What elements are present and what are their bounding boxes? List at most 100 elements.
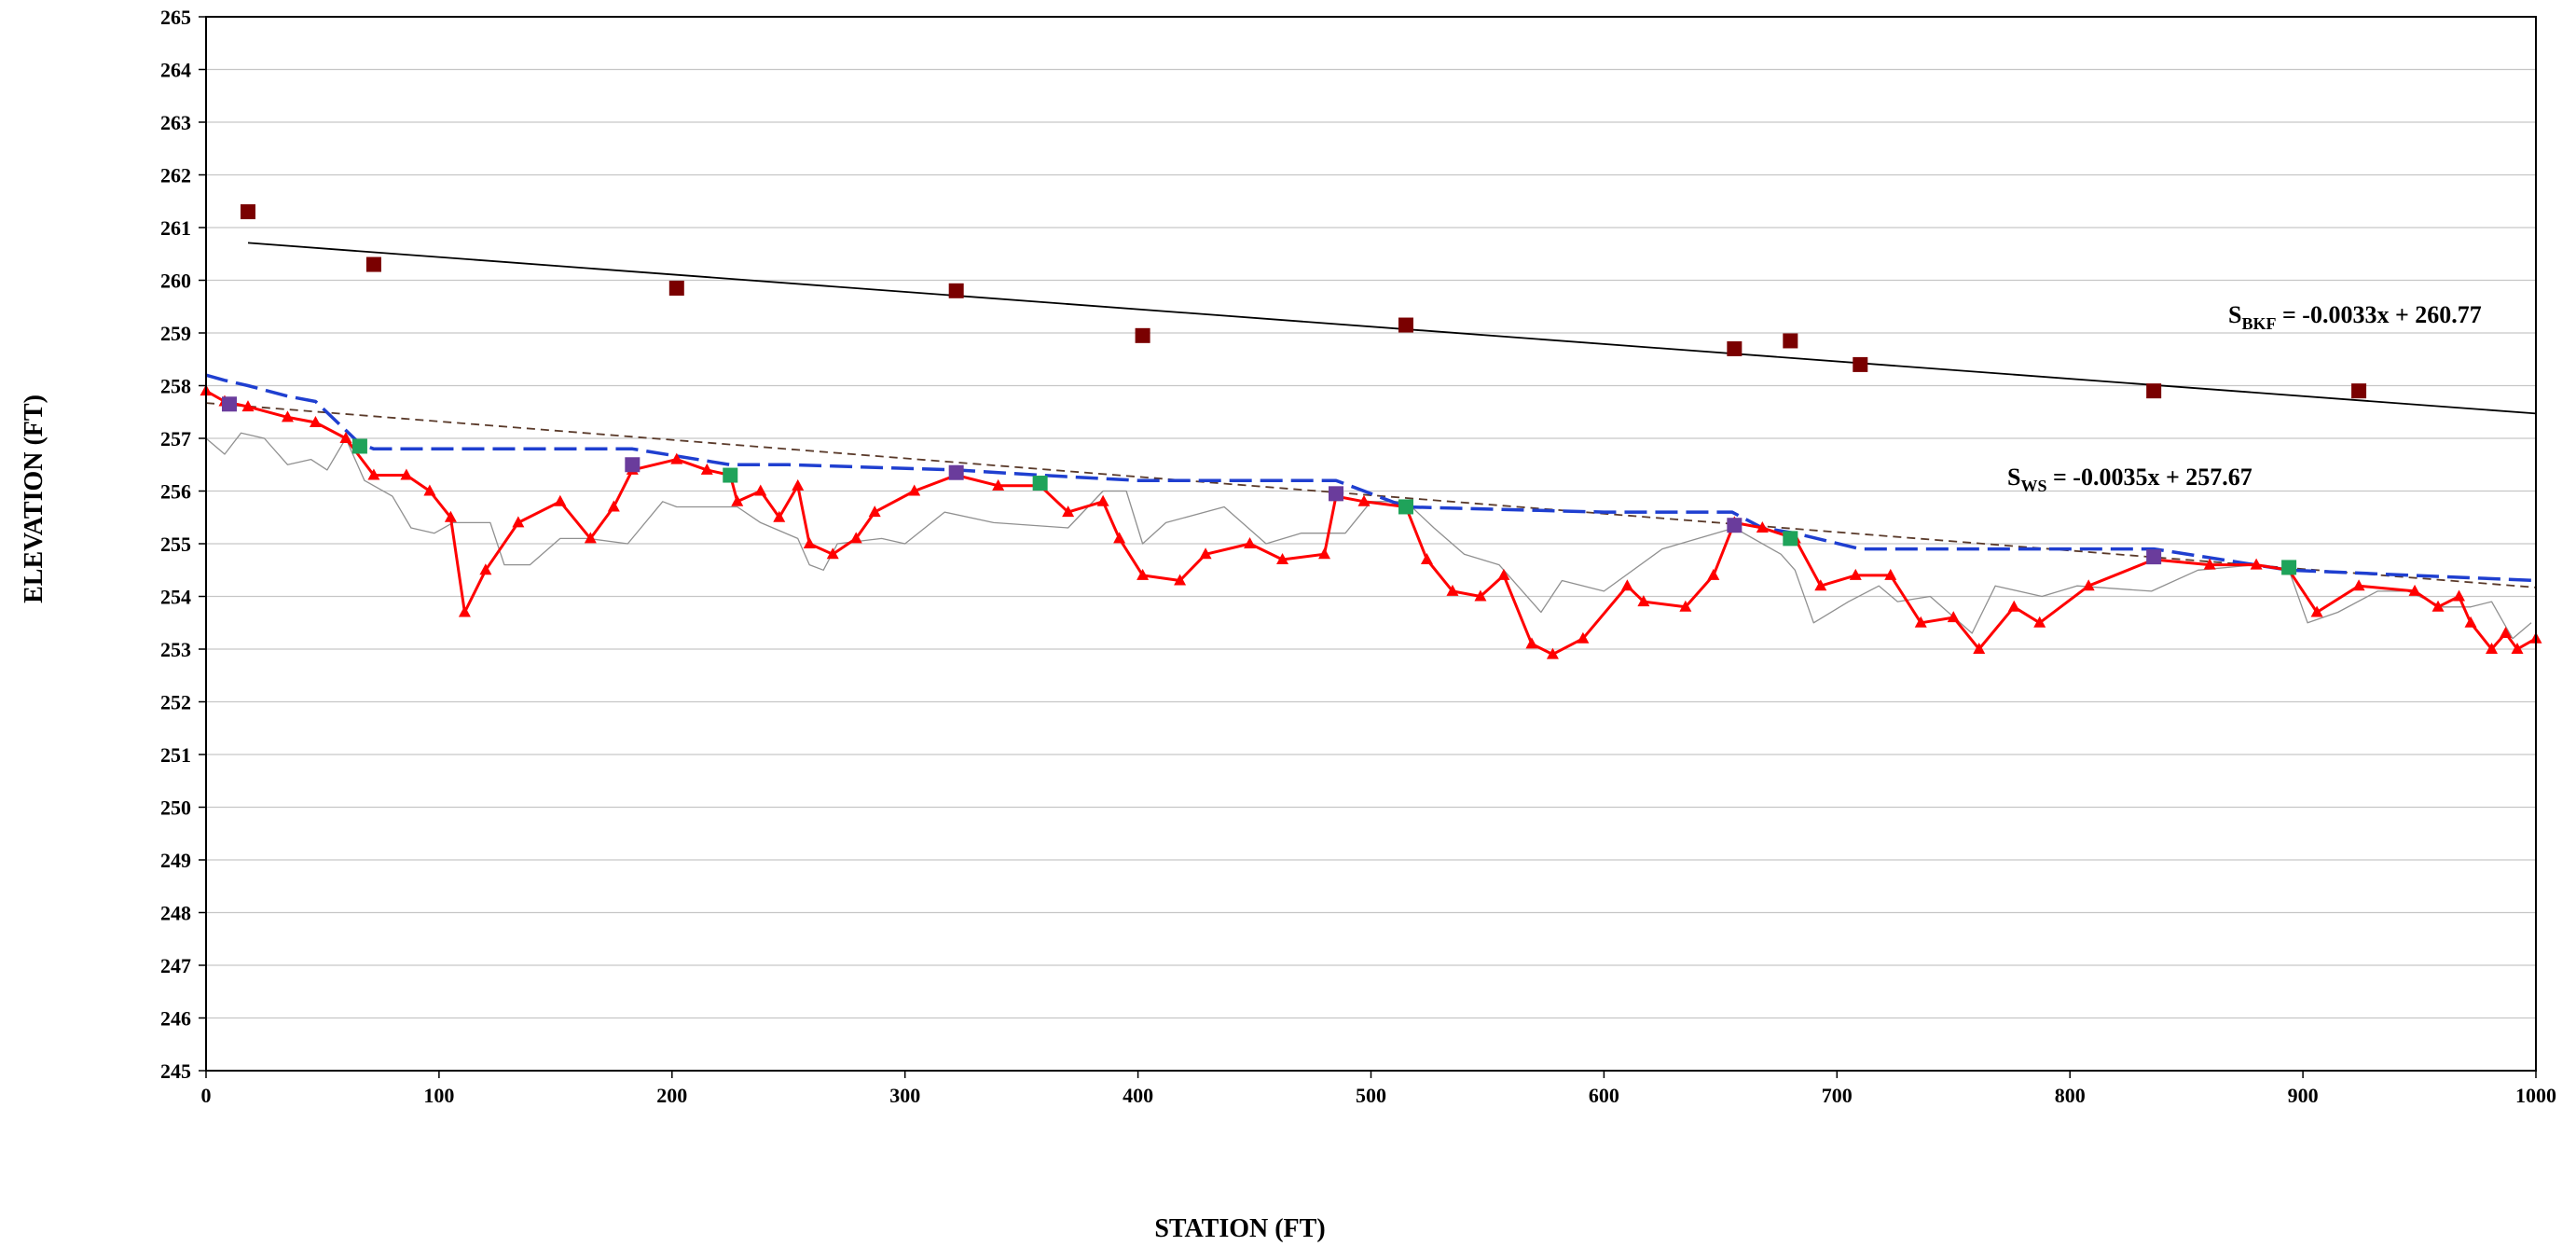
thalweg-point	[1136, 568, 1150, 580]
thalweg-point	[700, 463, 713, 475]
pool-markers-point	[948, 464, 964, 480]
thalweg-point	[1318, 547, 1331, 560]
thalweg-point	[1174, 574, 1187, 586]
ws-equation: SWS = -0.0035x + 257.67	[2007, 464, 2252, 495]
y-tick-label: 246	[160, 1007, 191, 1031]
thalweg-point	[1707, 568, 1720, 580]
bankfull-point	[365, 256, 381, 272]
thalweg-point	[2453, 589, 2466, 602]
y-tick-label: 254	[160, 586, 191, 609]
pool-markers-point	[625, 457, 641, 473]
riffle-markers-point	[723, 467, 738, 483]
thalweg-point	[423, 484, 436, 496]
y-tick-label: 245	[160, 1059, 191, 1083]
thalweg-point	[2203, 558, 2216, 570]
thalweg-point	[2486, 643, 2499, 654]
thalweg-point	[458, 605, 471, 617]
thalweg-point	[1577, 631, 1590, 644]
bkf-equation-subscript: BKF	[2241, 314, 2276, 333]
bankfull-point	[2146, 383, 2162, 399]
y-tick-label: 257	[160, 427, 191, 450]
bankfull-point	[1135, 327, 1150, 343]
x-tick-label: 200	[656, 1084, 687, 1107]
thalweg-point	[2033, 616, 2046, 628]
thalweg-point	[400, 468, 413, 480]
bankfull-point	[1783, 333, 1798, 349]
thalweg-point	[1884, 568, 1897, 580]
thalweg-point	[367, 468, 380, 480]
thalweg-point	[1546, 647, 1559, 659]
x-tick-label: 300	[889, 1084, 920, 1107]
thalweg-point	[1814, 579, 1827, 591]
thalweg-point	[1637, 595, 1650, 607]
thalweg-point	[1244, 537, 1257, 548]
bankfull-point	[2351, 383, 2367, 399]
thalweg-point	[1679, 600, 1692, 612]
ws-equation-subscript: WS	[2020, 477, 2046, 495]
y-tick-label: 259	[160, 322, 191, 345]
thalweg-point	[339, 432, 352, 443]
thalweg-point	[1096, 494, 1109, 506]
thalweg-point	[281, 410, 294, 422]
thalweg-point	[754, 484, 767, 496]
water-surface-line	[205, 373, 2537, 583]
bkf-equation-formula: = -0.0033x + 260.77	[2276, 301, 2481, 328]
thalweg-point	[1420, 552, 1433, 564]
thalweg-point	[908, 484, 921, 496]
thalweg-point	[670, 452, 683, 464]
y-tick-label: 263	[160, 111, 191, 134]
gridlines	[206, 16, 2536, 1072]
bankfull-point	[1853, 356, 1868, 372]
y-tick-label: 249	[160, 849, 191, 872]
thalweg-point	[1199, 547, 1212, 560]
pool-markers-point	[2146, 549, 2162, 565]
pool-markers-point	[221, 396, 237, 412]
bkf-trend-line	[247, 242, 2537, 415]
thalweg-point	[1474, 589, 1487, 602]
bankfull-point	[668, 280, 684, 296]
bkf-equation-base: S	[2228, 301, 2241, 328]
x-tick-label: 500	[1356, 1084, 1386, 1107]
thalweg-point	[731, 494, 744, 506]
bkf-equation: SBKF = -0.0033x + 260.77	[2228, 301, 2482, 333]
x-tick-label: 900	[2288, 1084, 2319, 1107]
thalweg-point	[2310, 605, 2323, 617]
thalweg-point	[1849, 568, 1862, 580]
y-tick-label: 264	[160, 59, 191, 82]
thalweg-point	[241, 400, 255, 412]
x-tick-label: 0	[201, 1084, 212, 1107]
thalweg-point	[992, 478, 1005, 491]
y-axis-title: ELEVATION (FT)	[20, 395, 48, 603]
thalweg-point	[773, 510, 786, 522]
thalweg-point	[2007, 600, 2020, 612]
riffle-markers-point	[1783, 531, 1798, 547]
y-tick-label: 260	[160, 270, 191, 293]
thalweg-point	[1357, 494, 1371, 506]
thalweg-point	[1914, 616, 1927, 628]
bankfull-point	[240, 204, 255, 220]
thalweg-point	[2408, 584, 2421, 596]
x-tick-label: 700	[1822, 1084, 1853, 1107]
thalweg-point	[444, 510, 457, 522]
y-tick-label: 265	[160, 6, 191, 29]
pool-markers-point	[1329, 486, 1344, 502]
thalweg-point	[1525, 637, 1538, 649]
ws-equation-base: S	[2007, 464, 2020, 491]
thalweg-point	[2082, 579, 2095, 591]
y-tick-label: 256	[160, 480, 191, 504]
thalweg-point	[803, 537, 816, 548]
y-tick-label: 262	[160, 164, 191, 187]
thalweg-point	[2500, 627, 2513, 639]
y-tick-label: 247	[160, 954, 191, 977]
thalweg-point	[2511, 643, 2524, 654]
thalweg-point	[1973, 643, 1986, 654]
thalweg-point	[1446, 584, 1459, 596]
x-tick-label: 800	[2055, 1084, 2086, 1107]
x-tick-label: 100	[423, 1084, 454, 1107]
thalweg-point	[479, 563, 492, 575]
thalweg-point	[2464, 616, 2477, 628]
pool-markers-point	[1727, 518, 1743, 533]
y-tick-label: 253	[160, 638, 191, 661]
thalweg-point	[2250, 558, 2263, 570]
thalweg-point	[1276, 552, 1289, 564]
